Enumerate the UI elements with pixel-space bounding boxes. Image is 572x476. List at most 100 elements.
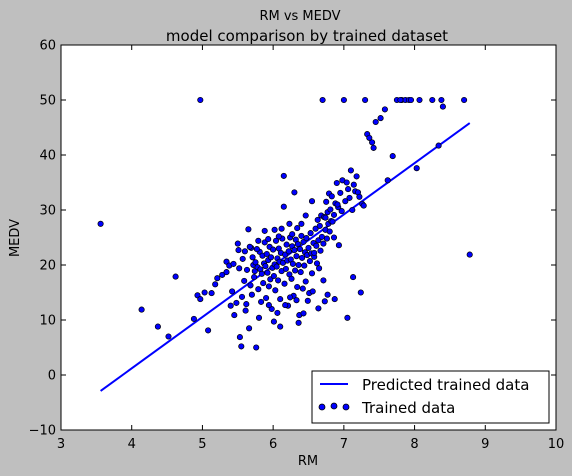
scatter-point xyxy=(331,296,338,303)
scatter-point xyxy=(223,269,230,276)
scatter-point xyxy=(138,306,145,313)
scatter-point xyxy=(326,228,333,235)
scatter-point xyxy=(366,134,373,141)
scatter-point xyxy=(300,310,307,317)
scatter-point xyxy=(303,235,310,242)
scatter-point xyxy=(289,231,296,238)
scatter-point xyxy=(345,186,352,193)
scatter-point xyxy=(295,261,302,269)
scatter-point xyxy=(280,203,287,210)
scatter-point xyxy=(323,198,330,205)
scatter-point xyxy=(329,218,336,225)
scatter-point xyxy=(370,144,377,151)
scatter-point xyxy=(249,254,256,261)
scatter-point xyxy=(265,302,272,309)
scatter-point xyxy=(372,118,379,126)
plot-frame xyxy=(60,44,557,431)
scatter-point xyxy=(384,177,391,184)
scatter-point xyxy=(291,247,298,254)
scatter-point xyxy=(274,309,281,316)
scatter-point xyxy=(277,296,284,303)
scatter-point xyxy=(304,297,311,304)
scatter-point xyxy=(208,290,215,297)
scatter-point xyxy=(277,323,284,330)
scatter-point xyxy=(227,302,234,309)
scatter-point xyxy=(235,247,242,254)
y-tick-label: 30 xyxy=(39,204,56,219)
scatter-point xyxy=(320,277,327,284)
scatter-point xyxy=(270,272,277,280)
scatter-point xyxy=(248,291,255,298)
scatter-point xyxy=(302,212,309,219)
scatter-point xyxy=(265,236,272,243)
scatter-point xyxy=(247,282,254,289)
scatter-point xyxy=(413,165,420,172)
scatter-point xyxy=(466,251,473,258)
scatter-point xyxy=(275,277,282,284)
scatter-point xyxy=(350,181,357,188)
scatter-point xyxy=(297,269,304,276)
scatter-point xyxy=(397,96,404,104)
scatter-point xyxy=(334,201,341,208)
scatter-point xyxy=(312,225,319,232)
scatter-point xyxy=(302,278,309,285)
scatter-point xyxy=(272,287,279,294)
scatter-point xyxy=(381,106,388,113)
scatter-point xyxy=(246,243,253,250)
scatter-point xyxy=(282,302,289,309)
scatter-point xyxy=(316,265,323,272)
scatter-point xyxy=(318,233,325,240)
scatter-point xyxy=(347,167,354,174)
scatter-point xyxy=(360,202,367,209)
scatter-point xyxy=(315,305,322,312)
x-tick-label: 9 xyxy=(481,437,489,452)
scatter-point xyxy=(353,173,360,180)
legend-label-predicted: Predicted trained data xyxy=(362,376,529,394)
scatter-point xyxy=(251,274,258,281)
legend-label-trained: Trained data xyxy=(361,399,455,417)
scatter-point xyxy=(283,241,290,248)
scatter-point xyxy=(298,232,305,239)
scatter-point xyxy=(316,222,323,229)
scatter-point xyxy=(246,325,253,332)
scatter-point xyxy=(344,314,351,321)
scatter-point xyxy=(285,248,292,255)
scatter-point xyxy=(369,139,376,146)
scatter-point xyxy=(233,299,240,306)
scatter-point xyxy=(292,267,299,274)
x-tick-label: 4 xyxy=(128,437,136,452)
scatter-point xyxy=(308,198,316,205)
scatter-point xyxy=(278,225,285,232)
y-axis-label: MEDV xyxy=(8,219,23,257)
scatter-point xyxy=(286,220,293,227)
scatter-point xyxy=(291,189,298,196)
scatter-point xyxy=(263,294,270,302)
scatter-point xyxy=(293,253,300,260)
scatter-point xyxy=(340,96,347,104)
scatter-point xyxy=(295,319,302,326)
scatter-point xyxy=(236,334,243,341)
scatter-point xyxy=(197,96,204,104)
scatter-point xyxy=(299,254,306,261)
scatter-point xyxy=(342,198,349,205)
scatter-point xyxy=(255,286,262,293)
scatter-point xyxy=(231,312,238,319)
scatter-point xyxy=(314,216,321,223)
y-tick-label: −10 xyxy=(29,424,56,439)
scatter-point xyxy=(320,240,327,247)
scatter-point xyxy=(214,275,221,282)
scatter-point xyxy=(287,294,294,301)
scatter-point xyxy=(294,225,301,232)
scatter-point xyxy=(280,172,287,179)
legend: Predicted trained data Trained data xyxy=(311,370,550,424)
legend-marker-swatch xyxy=(318,402,350,411)
scatter-point xyxy=(321,298,328,305)
scatter-point xyxy=(294,241,301,248)
scatter-point xyxy=(313,242,320,249)
scatter-point xyxy=(253,344,260,351)
scatter-point xyxy=(275,233,282,240)
x-tick-label: 6 xyxy=(269,437,277,452)
scatter-point xyxy=(407,96,415,104)
scatter-point xyxy=(270,246,277,253)
